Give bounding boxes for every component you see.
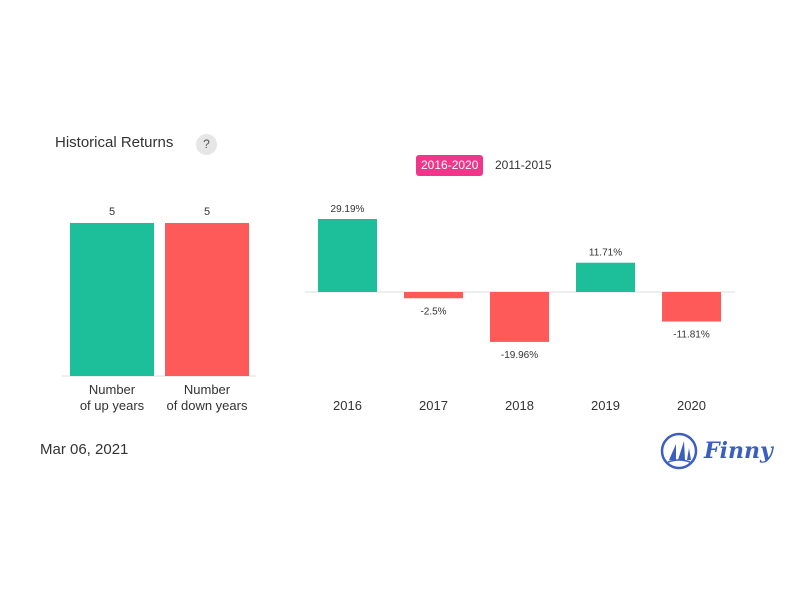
x-tick-label: 2017 — [419, 398, 448, 413]
category-label: Number — [89, 382, 136, 397]
data-label: -19.96% — [501, 350, 538, 361]
finny-logo[interactable]: Finny — [660, 431, 773, 471]
data-label: 5 — [109, 206, 115, 218]
tab-2011-2015[interactable]: 2011-2015 — [495, 158, 552, 172]
bar — [404, 292, 463, 299]
bar — [318, 219, 377, 292]
category-label: Number — [184, 382, 231, 397]
data-label: -11.81% — [673, 330, 710, 341]
bar — [70, 223, 154, 376]
data-label: -2.5% — [420, 306, 446, 317]
bar — [165, 223, 249, 376]
sailboat-logo-icon — [660, 432, 698, 470]
tab-2016-2020[interactable]: 2016-2020 — [416, 155, 484, 176]
x-tick-label: 2018 — [505, 398, 534, 413]
as-of-date: Mar 06, 2021 — [40, 441, 129, 458]
bar — [576, 262, 635, 292]
bar — [662, 292, 721, 322]
x-tick-label: 2020 — [677, 398, 706, 413]
chart-title: Historical Returns — [55, 134, 174, 151]
brand-name: Finny — [704, 438, 773, 464]
x-tick-label: 2019 — [591, 398, 620, 413]
x-tick-label: 2016 — [333, 398, 362, 413]
data-label: 29.19% — [331, 204, 365, 215]
data-label: 5 — [204, 206, 210, 218]
category-label: of up years — [80, 398, 145, 413]
category-label: of down years — [167, 398, 248, 413]
bar — [490, 292, 549, 342]
help-icon[interactable]: ? — [196, 134, 217, 155]
data-label: 11.71% — [589, 248, 622, 259]
